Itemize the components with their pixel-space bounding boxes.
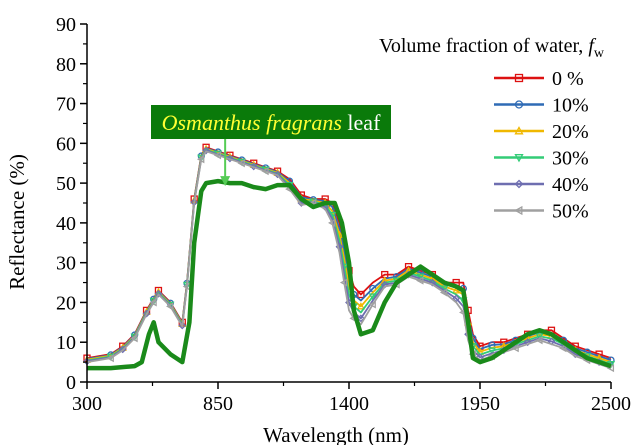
- data-point: [130, 334, 138, 343]
- data-point: [452, 286, 461, 294]
- data-point: [261, 167, 269, 176]
- y-tick-label: 0: [66, 372, 76, 394]
- annotation-species: Osmanthus fragrans: [162, 110, 342, 135]
- legend-title-subscript: w: [594, 46, 605, 61]
- annotation-suffix: leaf: [342, 110, 381, 135]
- legend-title: Volume fraction of water, fw: [379, 35, 605, 61]
- data-point: [514, 73, 524, 83]
- legend-label: 40%: [552, 174, 589, 196]
- y-tick-label: 10: [56, 332, 76, 354]
- y-tick-label: 30: [56, 253, 76, 275]
- annotation-box: [151, 105, 391, 139]
- data-point: [357, 290, 365, 299]
- data-point: [166, 302, 174, 311]
- legend-label: 50%: [552, 201, 589, 223]
- series-leaf-spectrum: [87, 178, 612, 371]
- data-point: [439, 288, 448, 297]
- data-point: [514, 179, 524, 189]
- legend-label: 0 %: [552, 68, 584, 90]
- data-point: [487, 347, 497, 355]
- data-point: [213, 151, 222, 160]
- data-point: [416, 268, 425, 277]
- y-tick-label: 70: [56, 94, 76, 116]
- x-tick-label: 300: [72, 393, 102, 415]
- legend-title-prefix: Volume fraction of water,: [379, 35, 588, 57]
- leaf-annotation: Osmanthus fragrans leaf: [151, 105, 391, 187]
- data-point: [523, 338, 532, 347]
- data-point: [356, 302, 366, 310]
- data-point: [607, 356, 615, 364]
- data-point: [154, 289, 163, 298]
- data-point: [368, 293, 377, 301]
- data-point: [356, 314, 365, 323]
- data-point: [514, 126, 524, 135]
- x-axis-label: Wavelength (nm): [263, 423, 409, 445]
- y-tick-label: 60: [56, 133, 76, 155]
- data-point: [202, 146, 211, 155]
- data-point: [559, 344, 567, 353]
- data-point: [535, 336, 543, 345]
- x-tick-label: 1950: [460, 393, 500, 415]
- legend-item: 20%: [494, 121, 589, 143]
- data-point: [368, 300, 376, 309]
- data-point: [500, 338, 508, 346]
- data-point: [514, 100, 524, 109]
- x-tick-label: 2500: [591, 393, 631, 415]
- series-line: [86, 150, 612, 369]
- data-point: [249, 162, 258, 171]
- x-axis-ticks: 300 850 1400 1950 2500: [72, 382, 631, 415]
- legend-label: 10%: [552, 95, 589, 117]
- legend: Volume fraction of water, fw 0 % 10% 20% 30…: [379, 35, 605, 223]
- data-point: [416, 273, 425, 281]
- annotation-arrowhead: [220, 176, 231, 187]
- svg-text:Osmanthus fragrans leaf: Osmanthus fragrans leaf: [162, 110, 381, 135]
- data-point: [106, 354, 114, 363]
- legend-title-symbol: f: [588, 35, 596, 57]
- legend-item: 50%: [494, 201, 589, 223]
- legend-item: 30%: [494, 148, 589, 170]
- y-tick-label: 80: [56, 54, 76, 76]
- data-point: [273, 170, 282, 179]
- y-tick-label: 20: [56, 292, 76, 314]
- data-point: [149, 298, 157, 307]
- data-point: [416, 276, 424, 285]
- y-axis-label: Reflectance (%): [5, 154, 29, 290]
- data-point: [511, 344, 519, 353]
- data-point: [339, 278, 348, 287]
- x-tick-label: 1400: [329, 393, 369, 415]
- legend-label: 20%: [552, 121, 589, 143]
- legend-label: 30%: [552, 148, 589, 170]
- data-point: [225, 154, 234, 163]
- legend-item: 0 %: [494, 68, 584, 90]
- y-tick-label: 50: [56, 173, 76, 195]
- series-line: [87, 178, 612, 371]
- y-axis-ticks: 0 10 20 30 40 50 60 70 80 90: [56, 14, 87, 394]
- legend-item: 40%: [494, 174, 589, 196]
- data-point: [535, 333, 544, 341]
- data-point: [237, 159, 245, 168]
- data-point: [196, 155, 205, 164]
- data-point: [514, 154, 524, 163]
- legend-items: 0 % 10% 20% 30% 40% 50%: [494, 68, 589, 223]
- legend-item: 10%: [494, 95, 589, 117]
- data-point: [327, 218, 336, 227]
- plot-area: [82, 143, 616, 373]
- data-point: [514, 205, 523, 216]
- x-tick-label: 850: [203, 393, 233, 415]
- y-tick-label: 90: [56, 14, 76, 36]
- y-tick-label: 40: [56, 213, 76, 235]
